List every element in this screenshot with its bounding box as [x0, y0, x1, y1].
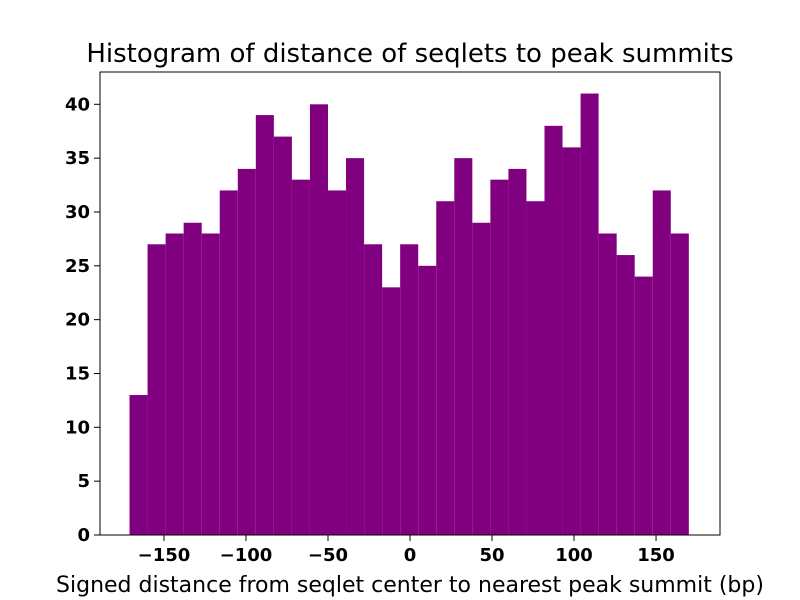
histogram-bar — [634, 276, 653, 535]
x-tick-label: 50 — [479, 545, 504, 566]
histogram-bar — [454, 158, 473, 536]
y-tick-label: 20 — [65, 310, 90, 331]
histogram-bar — [472, 222, 491, 535]
histogram-bar — [616, 255, 635, 535]
y-axis-ticks: 0 5 10 15 20 25 30 35 40 — [65, 94, 100, 546]
histogram-bar — [165, 233, 184, 535]
x-tick-label: −50 — [308, 545, 348, 566]
x-tick-label: 0 — [404, 545, 417, 566]
x-tick-label: −100 — [220, 545, 273, 566]
histogram-bar — [418, 265, 437, 535]
y-tick-label: 5 — [77, 471, 90, 492]
bars-layer — [129, 93, 689, 536]
histogram-bar — [129, 395, 148, 535]
chart-title: Histogram of distance of seqlets to peak… — [86, 39, 733, 69]
histogram-bar — [544, 125, 563, 535]
histogram-bar — [255, 115, 274, 536]
x-tick-label: 150 — [637, 545, 675, 566]
y-tick-label: 0 — [77, 525, 90, 546]
histogram-bar — [670, 233, 689, 535]
histogram-bar — [652, 190, 671, 535]
histogram-bar — [327, 190, 347, 535]
histogram-bar — [291, 179, 310, 535]
histogram-bar — [201, 233, 220, 535]
x-axis-label: Signed distance from seqlet center to ne… — [56, 573, 764, 598]
x-axis-ticks: −150 −100 −50 0 50 100 150 — [138, 535, 675, 566]
histogram-bar — [580, 93, 599, 535]
histogram-bar — [382, 287, 401, 535]
histogram-bar — [598, 233, 617, 535]
histogram-bar — [237, 168, 256, 535]
histogram-bar — [183, 222, 202, 535]
histogram-bar — [309, 104, 328, 536]
y-tick-label: 40 — [65, 94, 90, 115]
histogram-bar — [526, 201, 545, 536]
y-tick-label: 30 — [65, 202, 90, 223]
histogram-bar — [147, 244, 166, 536]
histogram-bar — [400, 244, 419, 536]
histogram-bar — [436, 201, 455, 536]
histogram-bar — [273, 136, 292, 535]
y-tick-label: 35 — [65, 148, 90, 169]
histogram-bar — [508, 168, 527, 535]
y-tick-label: 10 — [65, 417, 90, 438]
histogram-bar — [346, 158, 365, 536]
y-tick-label: 15 — [65, 363, 90, 384]
x-tick-label: 100 — [555, 545, 593, 566]
histogram-bar — [364, 244, 383, 536]
y-tick-label: 25 — [65, 256, 90, 277]
x-tick-label: −150 — [138, 545, 191, 566]
histogram-bar — [219, 190, 238, 535]
histogram-bar — [490, 179, 509, 535]
histogram-bar — [562, 147, 581, 536]
